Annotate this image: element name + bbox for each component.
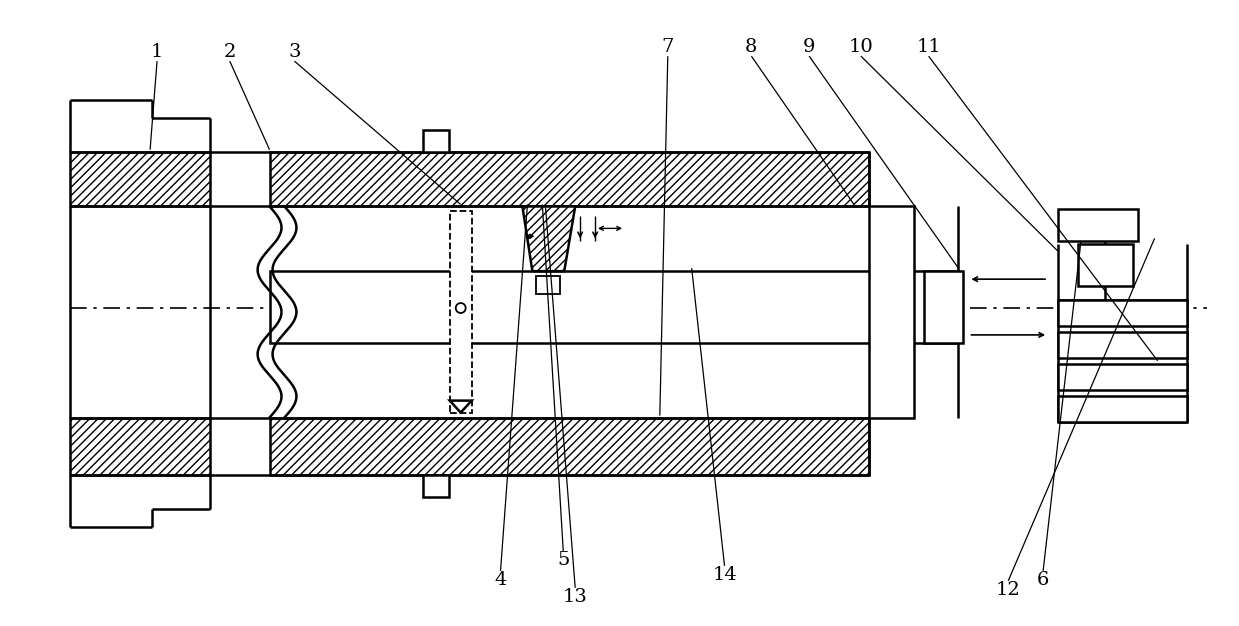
Text: 11: 11 (917, 38, 940, 56)
Text: 13: 13 (563, 588, 587, 606)
Bar (1058, 300, 1187, 326)
Text: 10: 10 (849, 38, 873, 56)
Bar (270, 418, 869, 475)
Bar (1058, 332, 1187, 358)
Bar (1058, 364, 1187, 389)
Text: 9: 9 (803, 38, 815, 56)
Text: 8: 8 (745, 38, 757, 56)
Text: 7: 7 (662, 38, 674, 56)
Text: 14: 14 (712, 566, 737, 584)
Polygon shape (523, 207, 575, 271)
Bar (923, 271, 964, 343)
Bar (270, 151, 869, 207)
Bar (1058, 210, 1137, 241)
Text: 4: 4 (494, 571, 507, 589)
Text: 1: 1 (151, 43, 164, 61)
Bar (71, 418, 209, 475)
Text: 6: 6 (1037, 571, 1049, 589)
Bar (71, 151, 209, 207)
Bar (422, 475, 449, 497)
Text: 3: 3 (289, 43, 301, 61)
Bar (869, 207, 913, 418)
Text: 12: 12 (996, 581, 1021, 598)
Polygon shape (450, 401, 472, 413)
Text: 2: 2 (223, 43, 235, 61)
Bar (1058, 396, 1187, 421)
Bar (450, 212, 472, 413)
Bar (1078, 244, 1132, 286)
Bar (270, 271, 959, 343)
Bar (422, 130, 449, 151)
Bar (536, 276, 560, 294)
Text: 5: 5 (558, 551, 570, 569)
Circle shape (456, 303, 466, 313)
